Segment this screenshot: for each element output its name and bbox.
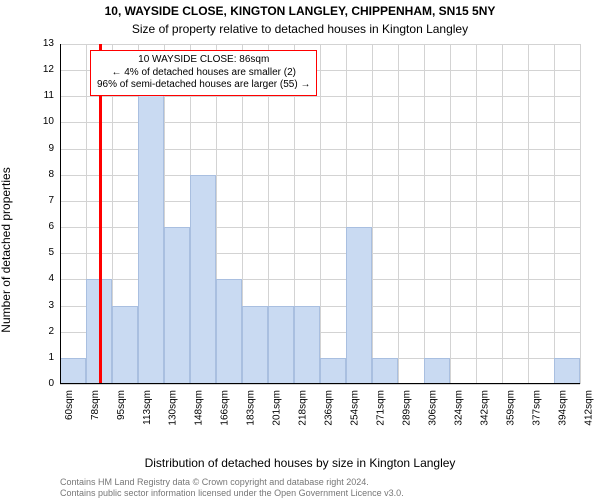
x-tick-label: 271sqm (376, 390, 387, 426)
gridline-vertical (554, 44, 555, 384)
x-tick-label: 306sqm (428, 390, 439, 426)
y-axis-label: Number of detached properties (0, 167, 13, 332)
x-tick-label: 359sqm (506, 390, 517, 426)
gridline-horizontal (60, 384, 580, 385)
gridline-vertical (580, 44, 581, 384)
y-tick-label: 12 (24, 64, 54, 75)
histogram-bar (424, 358, 450, 384)
callout-line-2: ← 4% of detached houses are smaller (2) (97, 67, 310, 80)
histogram-bar (320, 358, 346, 384)
gridline-vertical (476, 44, 477, 384)
callout-line-3: 96% of semi-detached houses are larger (… (97, 79, 310, 92)
histogram-bar (372, 358, 398, 384)
histogram-bar (242, 306, 268, 384)
y-tick-label: 10 (24, 116, 54, 127)
y-tick-label: 2 (24, 326, 54, 337)
x-tick-label: 377sqm (532, 390, 543, 426)
gridline-vertical (502, 44, 503, 384)
gridline-vertical (320, 44, 321, 384)
y-tick-label: 0 (24, 378, 54, 389)
x-tick-label: 342sqm (480, 390, 491, 426)
x-tick-label: 183sqm (246, 390, 257, 426)
x-tick-label: 95sqm (116, 390, 127, 420)
x-tick-label: 60sqm (64, 390, 75, 420)
y-tick-label: 8 (24, 169, 54, 180)
x-tick-label: 236sqm (324, 390, 335, 426)
histogram-bar (554, 358, 580, 384)
gridline-vertical (424, 44, 425, 384)
axis-left (60, 44, 61, 384)
histogram-bar (190, 175, 216, 384)
page-title: 10, WAYSIDE CLOSE, KINGTON LANGLEY, CHIP… (0, 4, 600, 18)
x-tick-label: 289sqm (402, 390, 413, 426)
x-tick-label: 78sqm (90, 390, 101, 420)
histogram-bar (138, 70, 164, 384)
x-tick-label: 201sqm (272, 390, 283, 426)
x-tick-label: 130sqm (168, 390, 179, 426)
histogram-bar (112, 306, 138, 384)
y-tick-label: 9 (24, 143, 54, 154)
y-tick-label: 7 (24, 195, 54, 206)
axis-bottom (60, 383, 580, 384)
credits: Contains HM Land Registry data © Crown c… (60, 477, 580, 498)
y-tick-label: 13 (24, 38, 54, 49)
gridline-vertical (398, 44, 399, 384)
histogram-bar (60, 358, 86, 384)
x-tick-label: 254sqm (350, 390, 361, 426)
credit-line-2: Contains public sector information licen… (60, 488, 404, 498)
y-tick-label: 6 (24, 221, 54, 232)
y-tick-label: 4 (24, 273, 54, 284)
histogram-bar (346, 227, 372, 384)
histogram-bar (164, 227, 190, 384)
x-tick-label: 113sqm (142, 390, 153, 425)
x-tick-label: 166sqm (220, 390, 231, 426)
x-tick-label: 324sqm (454, 390, 465, 426)
gridline-vertical (450, 44, 451, 384)
y-tick-label: 11 (24, 90, 54, 101)
x-tick-label: 394sqm (558, 390, 569, 426)
histogram-bar (216, 279, 242, 384)
credit-line-1: Contains HM Land Registry data © Crown c… (60, 477, 369, 487)
callout-box: 10 WAYSIDE CLOSE: 86sqm← 4% of detached … (90, 50, 317, 96)
x-tick-label: 412sqm (584, 390, 595, 426)
y-tick-label: 3 (24, 300, 54, 311)
page-subtitle: Size of property relative to detached ho… (0, 22, 600, 36)
x-tick-label: 148sqm (194, 390, 205, 426)
x-tick-label: 218sqm (298, 390, 309, 426)
gridline-vertical (372, 44, 373, 384)
y-tick-label: 5 (24, 247, 54, 258)
x-axis-label: Distribution of detached houses by size … (0, 456, 600, 470)
callout-line-1: 10 WAYSIDE CLOSE: 86sqm (97, 54, 310, 67)
histogram-bar (294, 306, 320, 384)
y-tick-label: 1 (24, 352, 54, 363)
chart-histogram: 01234567891011121360sqm78sqm95sqm113sqm1… (60, 44, 580, 384)
histogram-bar (268, 306, 294, 384)
gridline-vertical (528, 44, 529, 384)
